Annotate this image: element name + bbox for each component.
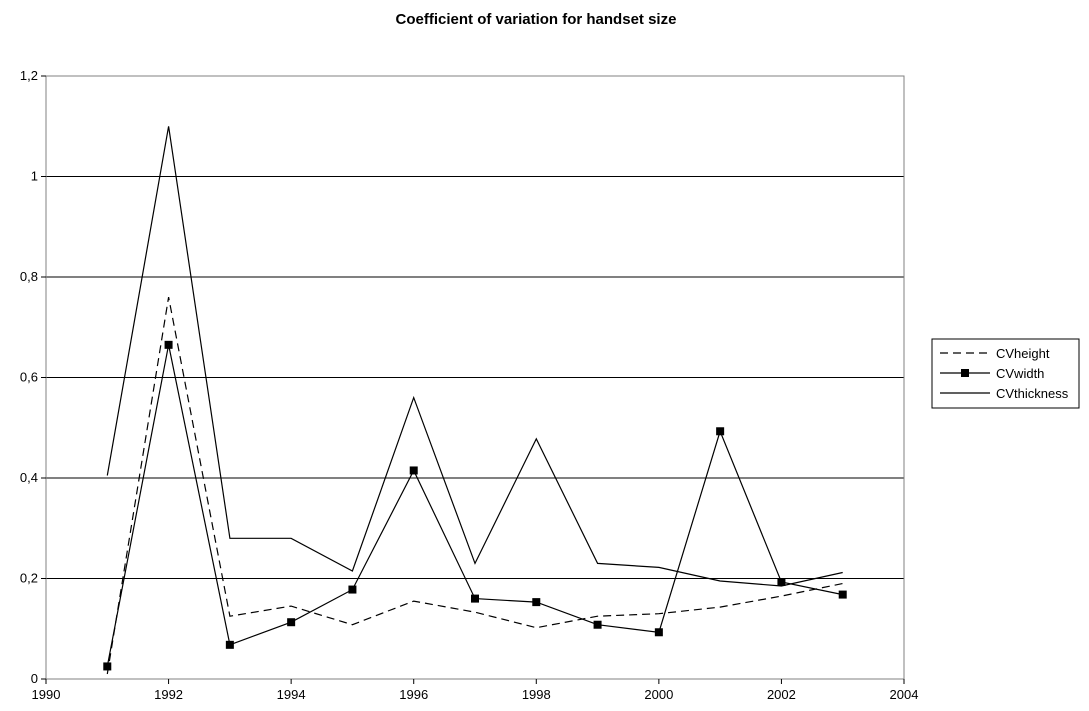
y-tick-label: 0: [31, 671, 38, 686]
y-axis: 0 0,2 0,4 0,6 0,8 1 1,2: [20, 68, 46, 686]
y-tick-label: 1: [31, 169, 38, 184]
data-point-cvwidth: [777, 578, 786, 587]
data-point-cvwidth: [716, 427, 725, 436]
y-tick-label: 1,2: [20, 68, 38, 83]
legend-label-cvheight: CVheight: [996, 346, 1050, 361]
y-tick-label: 0,8: [20, 269, 38, 284]
data-point-cvwidth: [654, 628, 663, 637]
x-tick-label: 2004: [890, 687, 919, 702]
series-line-cvwidth: [106, 344, 843, 667]
legend-label-cvwidth: CVwidth: [996, 366, 1044, 381]
x-tick-label: 2002: [767, 687, 796, 702]
series-line-cvheight: [106, 296, 843, 675]
legend-marker-cvwidth: [961, 369, 969, 377]
data-point-cvwidth: [287, 618, 296, 627]
data-point-cvwidth: [409, 466, 418, 475]
x-tick-label: 1998: [522, 687, 551, 702]
x-tick-label: 2000: [644, 687, 673, 702]
data-point-cvwidth: [103, 662, 112, 671]
chart-title: Coefficient of variation for handset siz…: [396, 11, 677, 28]
x-tick-label: 1994: [277, 687, 306, 702]
y-tick-label: 0,4: [20, 470, 38, 485]
data-point-cvwidth: [838, 590, 847, 599]
grid-lines: [46, 176, 904, 579]
y-tick-label: 0,6: [20, 370, 38, 385]
data-point-cvwidth: [164, 340, 173, 349]
data-point-cvwidth: [471, 594, 479, 603]
y-tick-label: 0,2: [20, 571, 38, 586]
data-point-cvwidth: [225, 640, 234, 649]
x-tick-label: 1996: [399, 687, 428, 702]
data-point-cvwidth: [348, 585, 357, 594]
series-line-cvthickness: [106, 126, 843, 587]
legend-label-cvthickness: CVthickness: [996, 386, 1069, 401]
x-tick-label: 1992: [154, 687, 183, 702]
legend: CVheight CVwidth CVthickness: [931, 338, 1080, 409]
data-point-cvwidth: [593, 620, 602, 629]
x-axis: 1990 1992 1994 1996 1998 2000 2002 2004: [32, 679, 919, 702]
x-tick-label: 1990: [32, 687, 61, 702]
series-group: [103, 126, 847, 675]
data-point-cvwidth: [532, 598, 541, 607]
